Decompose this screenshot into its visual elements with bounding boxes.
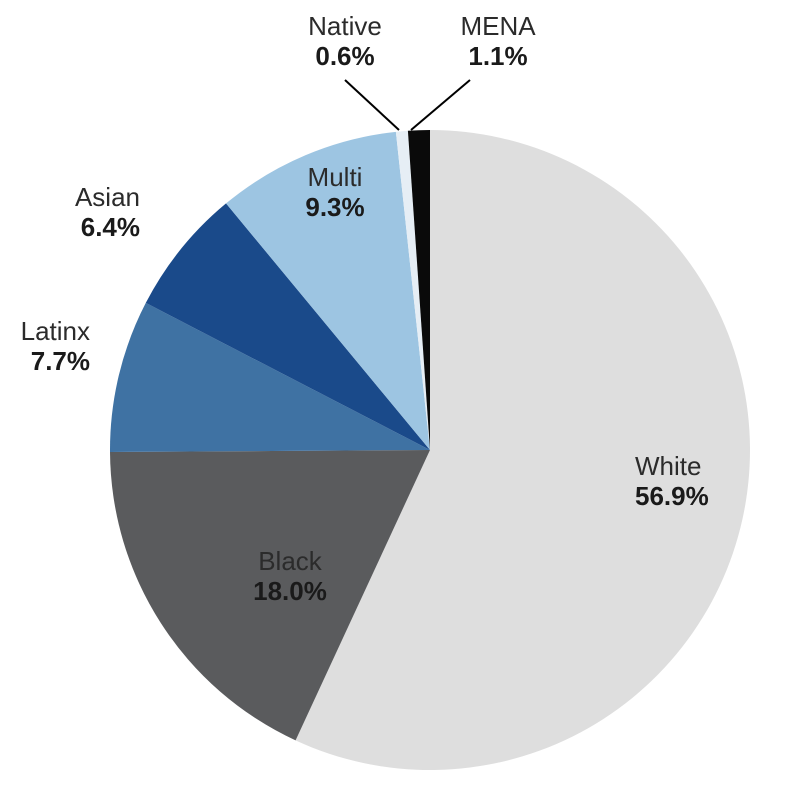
label-value-multi: 9.3% — [305, 192, 364, 222]
label-group-latinx: Latinx7.7% — [21, 316, 90, 376]
label-group-mena: MENA1.1% — [460, 11, 536, 71]
label-name-native: Native — [308, 11, 382, 41]
label-name-white: White — [635, 451, 701, 481]
label-name-mena: MENA — [460, 11, 536, 41]
label-group-multi: Multi9.3% — [305, 162, 364, 222]
label-value-latinx: 7.7% — [31, 346, 90, 376]
label-group-asian: Asian6.4% — [75, 182, 140, 242]
label-name-latinx: Latinx — [21, 316, 90, 346]
label-group-black: Black18.0% — [253, 546, 327, 606]
label-value-asian: 6.4% — [81, 212, 140, 242]
leader-line-native — [345, 80, 399, 130]
pie-chart: White56.9% Black18.0% Latinx7.7% Asian6.4% M… — [0, 0, 788, 802]
label-value-native: 0.6% — [315, 41, 374, 71]
pie-chart-container: White56.9% Black18.0% Latinx7.7% Asian6.4% M… — [0, 0, 788, 802]
label-value-white: 56.9% — [635, 481, 709, 511]
label-value-mena: 1.1% — [468, 41, 527, 71]
label-name-multi: Multi — [308, 162, 363, 192]
label-name-asian: Asian — [75, 182, 140, 212]
label-group-native: Native0.6% — [308, 11, 382, 71]
leader-line-mena — [411, 80, 470, 130]
label-group-white: White56.9% — [635, 451, 709, 511]
label-value-black: 18.0% — [253, 576, 327, 606]
label-name-black: Black — [258, 546, 323, 576]
